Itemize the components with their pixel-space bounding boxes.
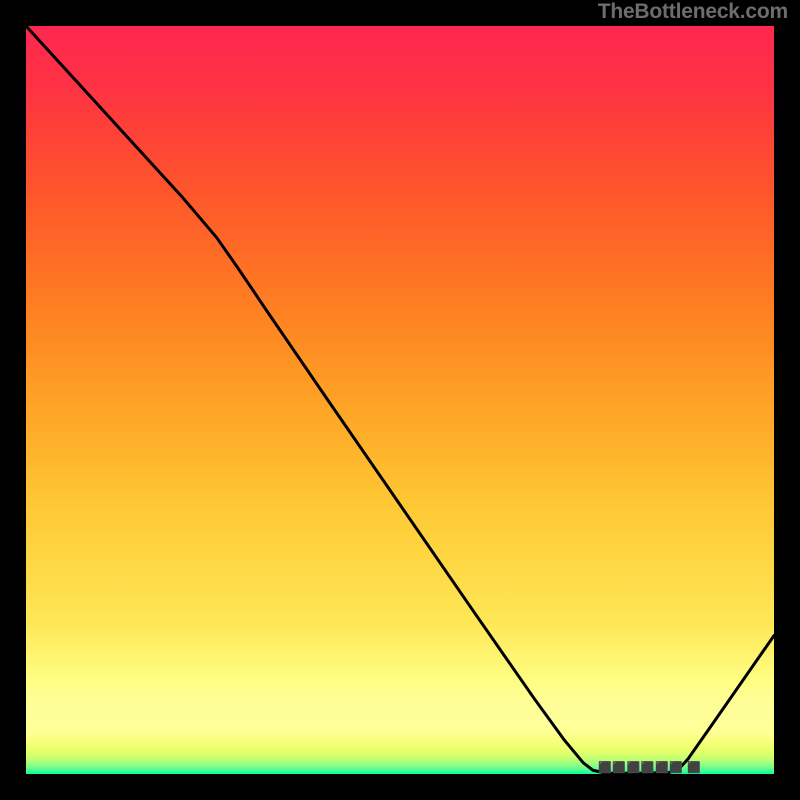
attribution-text: TheBottleneck.com bbox=[598, 0, 788, 24]
chart-svg bbox=[26, 26, 774, 774]
valley-label: ⬛⬛⬛⬛⬛⬛ ⬛ bbox=[598, 761, 701, 774]
plot-area bbox=[26, 26, 774, 774]
